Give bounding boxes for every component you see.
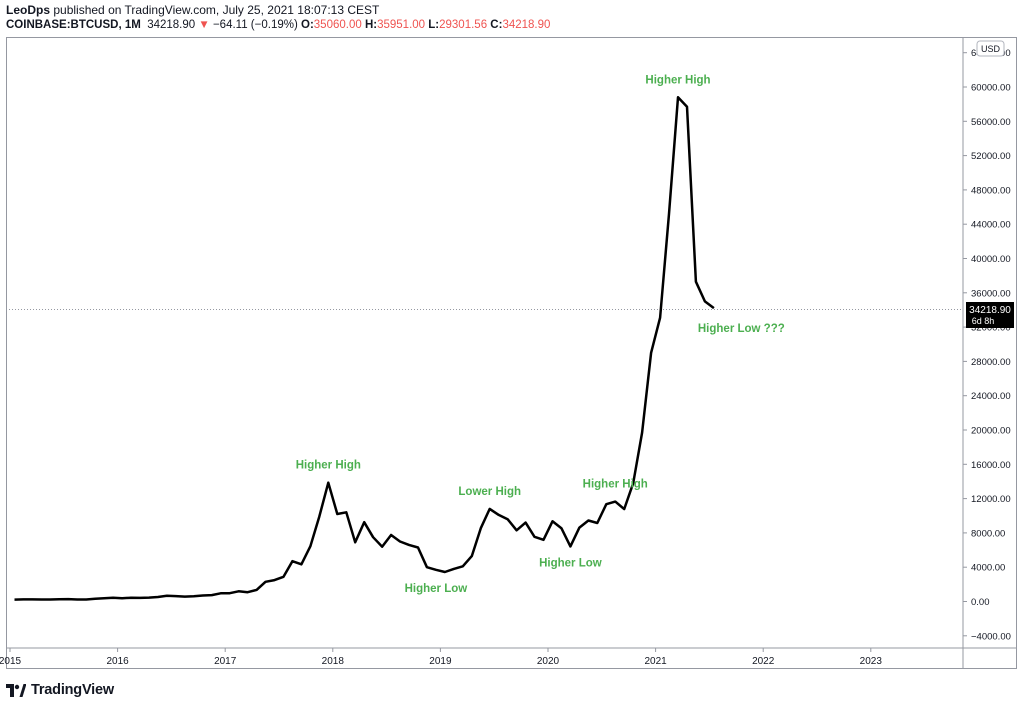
time-tick-label: 2020 bbox=[537, 656, 560, 667]
price-tick-label: 12000.00 bbox=[971, 494, 1011, 505]
time-tick-label: 2019 bbox=[429, 656, 452, 667]
series-line bbox=[14, 96, 715, 601]
price-tick-label: 28000.00 bbox=[971, 357, 1011, 368]
annotation-label: Higher High bbox=[296, 460, 361, 472]
published-text: published on TradingView.com, July 25, 2… bbox=[53, 3, 380, 17]
time-tick-label: 2023 bbox=[860, 656, 883, 667]
low-label: L: bbox=[428, 19, 440, 31]
bar-countdown-label: 6d 8h bbox=[972, 316, 995, 326]
price-tick-label: 24000.00 bbox=[971, 391, 1011, 402]
open-label: O: bbox=[301, 19, 314, 31]
brand-name: TradingView bbox=[31, 682, 114, 698]
price-axis[interactable]: 64000.0060000.0056000.0052000.0048000.00… bbox=[963, 48, 1011, 642]
last-price-label: 34218.90 bbox=[969, 305, 1011, 316]
time-tick-label: 2021 bbox=[644, 656, 667, 667]
last-price-tag: 34218.90 6d 8h bbox=[966, 302, 1014, 328]
currency-label: USD bbox=[981, 44, 1001, 54]
annotations: Higher High Higher Low Lower High Higher Lo… bbox=[296, 74, 785, 595]
open-value: 35060.00 bbox=[313, 19, 362, 31]
high-label: H: bbox=[364, 19, 378, 31]
price-tick-label: 56000.00 bbox=[971, 117, 1011, 128]
usd-badge[interactable]: USD bbox=[976, 40, 1005, 57]
annotation-label: Lower High bbox=[458, 486, 521, 498]
price-tick-label: 32000.00 bbox=[971, 323, 1011, 334]
price-tick-label: 44000.00 bbox=[971, 220, 1011, 231]
chart-frame bbox=[6, 37, 1017, 669]
annotation-label: Higher Low bbox=[539, 557, 602, 569]
last-price: 34218.90 bbox=[147, 19, 196, 31]
change-down-icon: ▼ bbox=[198, 19, 210, 31]
time-axis[interactable]: 2015 2016 2017 2018 2019 2020 2021 2022 2023 bbox=[0, 648, 882, 667]
publication-info: LeoDps published on TradingView.com, Jul… bbox=[6, 3, 379, 17]
price-tick-label: 48000.00 bbox=[971, 185, 1011, 196]
time-tick-label: 2016 bbox=[106, 656, 129, 667]
price-tick-label: −4000.00 bbox=[971, 631, 1011, 642]
high-value: 35951.00 bbox=[377, 19, 426, 31]
price-tick-label: 40000.00 bbox=[971, 254, 1011, 265]
price-tick-label: 16000.00 bbox=[971, 460, 1011, 471]
time-tick-label: 2015 bbox=[0, 656, 22, 667]
annotation-label: Higher High bbox=[583, 479, 648, 491]
symbol-info: COINBASE:BTCUSD, 1M 34218.90 ▼ −64.11 (−… bbox=[6, 18, 550, 32]
price-change: −64.11 (−0.19%) bbox=[212, 19, 298, 31]
price-tick-label: 8000.00 bbox=[971, 528, 1005, 539]
brand-footer: TradingView bbox=[6, 681, 114, 699]
annotation-label: Higher Low ??? bbox=[698, 323, 785, 335]
annotation-label: Higher Low bbox=[405, 583, 468, 595]
price-tick-label: 36000.00 bbox=[971, 288, 1011, 299]
tradingview-logo-icon bbox=[6, 683, 26, 697]
close-label: C: bbox=[490, 19, 503, 31]
close-value: 34218.90 bbox=[502, 19, 551, 31]
chart-axes bbox=[6, 37, 1017, 669]
author-name[interactable]: LeoDps bbox=[6, 3, 51, 17]
low-value: 29301.56 bbox=[439, 19, 488, 31]
time-tick-label: 2017 bbox=[214, 656, 237, 667]
price-tick-label: 20000.00 bbox=[971, 426, 1011, 437]
time-tick-label: 2018 bbox=[322, 656, 345, 667]
price-tick-label: 60000.00 bbox=[971, 83, 1011, 94]
time-tick-label: 2022 bbox=[752, 656, 775, 667]
price-tick-label: 4000.00 bbox=[971, 563, 1005, 574]
symbol-name: COINBASE:BTCUSD, 1M bbox=[6, 19, 141, 31]
annotation-label: Higher High bbox=[645, 74, 710, 86]
price-tick-label: 52000.00 bbox=[971, 151, 1011, 162]
price-tick-label: 0.00 bbox=[971, 597, 990, 608]
